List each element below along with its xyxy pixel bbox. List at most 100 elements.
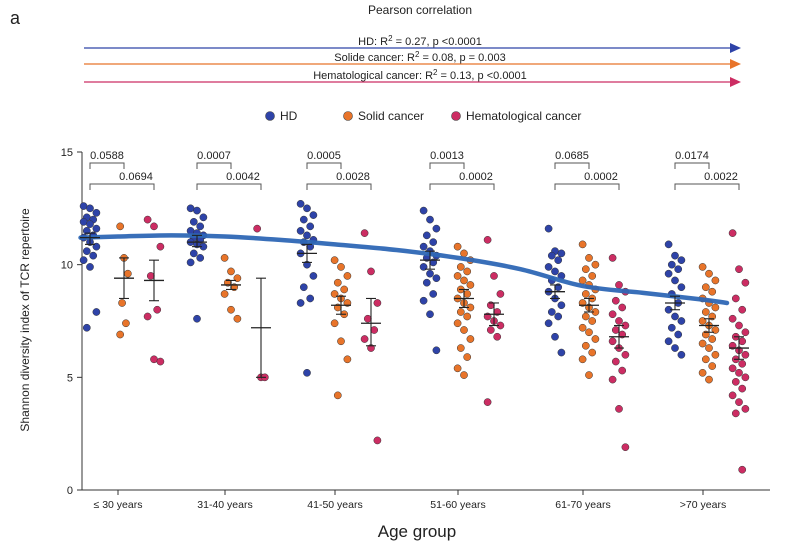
data-point (735, 398, 743, 406)
data-point (220, 290, 229, 298)
data-point (741, 328, 750, 337)
data-point (253, 224, 262, 233)
data-point (735, 265, 743, 274)
data-point (296, 199, 305, 208)
data-point (426, 215, 434, 224)
correlation-label: HD: R2 = 0.27, p <0.0001 (358, 34, 482, 48)
data-point (708, 335, 717, 343)
data-point (705, 375, 713, 384)
data-point (664, 337, 673, 346)
data-point (463, 290, 472, 298)
data-point (303, 204, 311, 213)
pvalue-label: 0.0005 (307, 150, 341, 162)
correlation-arrowhead (730, 43, 741, 53)
data-point (86, 204, 94, 213)
pvalue-bracket (429, 183, 495, 190)
data-point (116, 222, 125, 231)
data-point (608, 254, 617, 262)
data-point (463, 312, 472, 321)
data-point (701, 355, 710, 364)
data-point (92, 208, 101, 217)
data-point (460, 276, 468, 285)
pvalue-bracket (554, 162, 590, 169)
data-point (299, 283, 308, 292)
data-point (581, 341, 590, 350)
data-point (309, 211, 318, 219)
data-point (330, 256, 339, 265)
data-point (741, 373, 750, 382)
data-point (189, 218, 198, 226)
data-point (544, 319, 553, 328)
data-point (306, 222, 315, 231)
data-point (664, 269, 673, 278)
data-point (373, 436, 382, 445)
correlation-arrowhead (730, 59, 741, 69)
data-point (79, 256, 88, 265)
data-point (698, 339, 707, 348)
data-point (186, 204, 195, 213)
legend-marker (451, 111, 461, 121)
pvalue-label: 0.0588 (90, 150, 124, 162)
pvalue-label: 0.0028 (336, 171, 370, 183)
pvalue-bracket (89, 162, 125, 169)
data-point (731, 377, 740, 386)
data-point (738, 465, 747, 474)
data-point (708, 287, 717, 296)
pvalue-label: 0.0694 (119, 171, 153, 183)
data-point (483, 236, 492, 244)
data-point (677, 350, 686, 359)
data-point (664, 240, 673, 249)
pvalue-bracket (674, 183, 740, 190)
data-point (463, 353, 472, 361)
data-point (463, 267, 472, 276)
data-point (728, 314, 737, 323)
data-point (306, 294, 315, 303)
data-point (363, 314, 372, 323)
pvalue-label: 0.0002 (584, 171, 618, 183)
x-tick-label: >70 years (680, 499, 726, 511)
data-point (196, 222, 205, 231)
data-point (422, 231, 431, 240)
data-point (456, 344, 465, 352)
data-point (79, 202, 88, 210)
data-point (738, 305, 747, 314)
data-point (299, 215, 308, 224)
data-point (741, 278, 750, 287)
data-point (551, 332, 559, 341)
x-tick-label: 51-60 years (430, 499, 485, 511)
data-point (674, 330, 683, 339)
data-point (150, 355, 158, 364)
pvalue-label: 0.0174 (675, 150, 709, 162)
data-point (701, 308, 710, 316)
data-point (608, 375, 617, 384)
correlation-lines: HD: R2 = 0.27, p <0.0001 Solide cancer: R… (84, 34, 741, 87)
data-point (453, 272, 462, 280)
correlation-title: Pearson correlation (368, 3, 472, 17)
y-axis-label: Shannon diversity index of TCR repertoir… (18, 208, 32, 432)
x-tick-label: ≤ 30 years (94, 499, 143, 511)
data-point (608, 310, 617, 319)
data-point (370, 326, 379, 334)
data-point (86, 263, 94, 271)
data-point (303, 231, 311, 240)
data-point (92, 224, 101, 233)
data-point (588, 348, 597, 357)
data-point (453, 364, 462, 373)
data-point (581, 312, 590, 321)
data-point (89, 251, 98, 260)
data-point (711, 303, 720, 312)
data-point (82, 247, 91, 255)
data-point (227, 267, 235, 276)
data-point (557, 348, 566, 357)
data-point (360, 229, 369, 237)
data-point (591, 335, 600, 343)
data-point (186, 258, 195, 267)
legend-marker (343, 111, 353, 121)
data-point (156, 242, 165, 251)
data-point (711, 276, 720, 285)
data-point (118, 299, 126, 307)
data-point (79, 218, 88, 226)
x-tick-label: 61-70 years (555, 499, 610, 511)
data-point (486, 326, 495, 334)
data-point (330, 319, 339, 328)
